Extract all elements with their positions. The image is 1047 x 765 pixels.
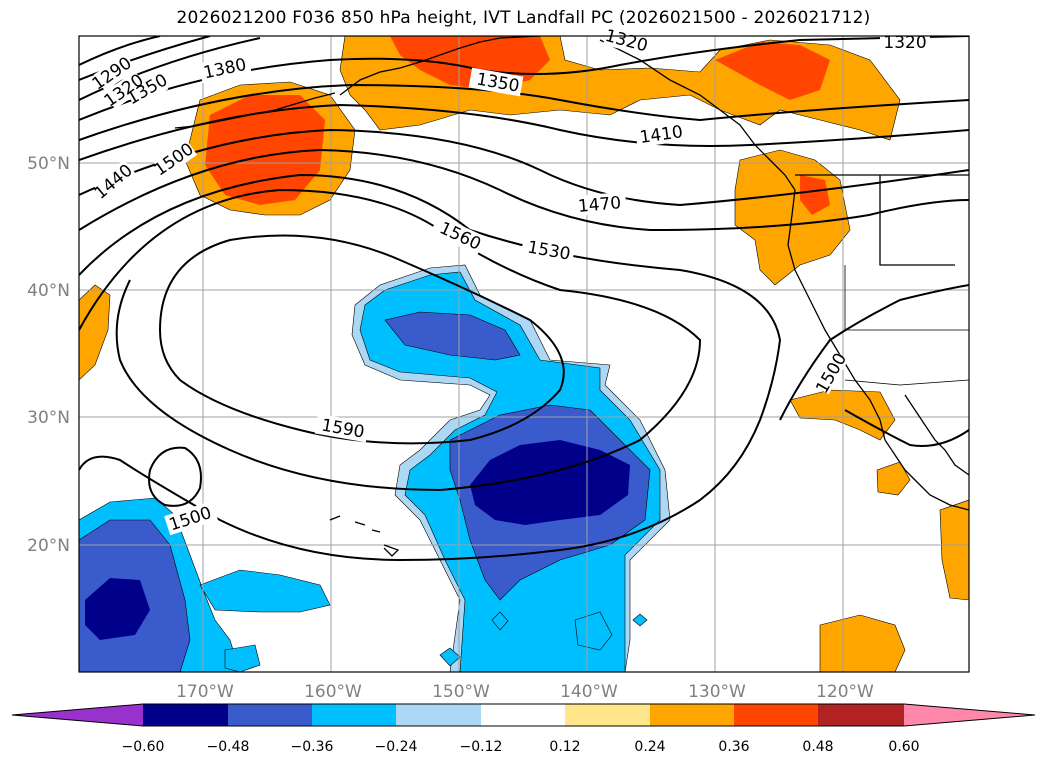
contour-1440 [79, 103, 969, 161]
contour-1470 [79, 128, 969, 207]
alaska-coast [339, 36, 541, 96]
longitude-labels: 170°W 160°W 150°W 140°W 130°W 120°W [176, 682, 874, 702]
colorbar-segment [565, 704, 650, 726]
lon-label: 170°W [176, 682, 234, 702]
graticule [79, 36, 969, 672]
colorbar-segment [228, 704, 312, 726]
shade-dot-2 [491, 611, 509, 631]
shade-southwest-patch2 [224, 644, 261, 672]
lon-label: 140°W [560, 682, 618, 702]
contour-1590 [159, 234, 565, 445]
shade-pnw-core [800, 175, 830, 215]
hawaii-islands [329, 515, 400, 557]
lat-label: 40°N [27, 281, 70, 301]
shade-hawaii-east [574, 611, 613, 651]
state-border-1 [879, 175, 955, 266]
colorbar-tick-labels: −0.60 −0.48 −0.36 −0.24 −0.12 0.12 0.24 … [122, 739, 920, 755]
lon-label: 150°W [432, 682, 490, 702]
negative-ivt-shading [79, 264, 671, 672]
colorbar-segment [143, 704, 228, 726]
contour-label-halos [93, 36, 930, 536]
lat-label: 30°N [27, 408, 70, 428]
colorbar-tick: −0.36 [291, 739, 334, 755]
lon-label: 160°W [304, 682, 362, 702]
shade-bc-core [715, 42, 830, 100]
shade-west-edge [79, 284, 111, 381]
contour-1500-north [79, 148, 969, 232]
lon-label: 130°W [688, 682, 746, 702]
colorbar-tick: −0.60 [122, 739, 165, 755]
colorbar-tick: −0.12 [460, 739, 503, 755]
contour-1560 [79, 188, 702, 492]
colorbar-segment [12, 704, 143, 726]
shade-dot-3 [632, 613, 648, 627]
contour-1530 [79, 173, 782, 562]
shade-mexico-small [876, 461, 911, 496]
map-panel [79, 36, 969, 672]
shade-southwest-patch [199, 569, 331, 613]
colorbar-segment [396, 704, 481, 726]
contour-label: 1470 [577, 193, 622, 217]
shade-central-pacific-dark [384, 311, 521, 361]
contour-1500-south [148, 446, 202, 507]
positive-ivt-shading [79, 36, 969, 672]
height-contours [79, 36, 969, 562]
contour-east-mexico [844, 409, 969, 447]
colorbar-segment [481, 704, 565, 726]
shade-southwest-core [85, 578, 150, 640]
colorbar-segment [734, 704, 818, 726]
shade-bering-core [205, 95, 325, 205]
shade-mexico-coast [939, 499, 969, 601]
contour-1350-west [79, 37, 261, 101]
colorbar-segments [11, 703, 1036, 727]
lon-label: 120°W [816, 682, 874, 702]
us-west-coast [787, 189, 886, 441]
contour-label: 1320 [883, 33, 926, 53]
colorbar-segment [312, 704, 396, 726]
lat-label: 20°N [27, 536, 70, 556]
gulf-of-california [904, 394, 969, 476]
lat-label: 50°N [27, 154, 70, 174]
colorbar-tick: 0.60 [888, 739, 919, 755]
map-title: 2026021200 F036 850 hPa height, IVT Land… [176, 8, 871, 28]
baja-coast [884, 439, 969, 511]
latitude-labels: 50°N 40°N 30°N 20°N [27, 154, 70, 556]
colorbar-tick: 0.12 [549, 739, 580, 755]
contour-1320-west [79, 36, 211, 81]
colorbar-segment [904, 704, 1035, 726]
contour-1290 [79, 36, 161, 66]
shade-dot-1 [439, 647, 461, 667]
colorbar-outline [11, 703, 1036, 727]
map-frame [78, 35, 970, 673]
colorbar-segment [818, 704, 904, 726]
colorbar-tick: −0.24 [375, 739, 418, 755]
shade-southeast [819, 614, 906, 672]
contour-1500-east [779, 284, 969, 421]
contour-1410 [79, 83, 969, 141]
colorbar-tick: 0.36 [718, 739, 749, 755]
colorbar-segment [650, 704, 734, 726]
colorbar-tick: 0.24 [634, 739, 665, 755]
us-mexico-border [844, 379, 969, 386]
colorbar: −0.60 −0.48 −0.36 −0.24 −0.12 0.12 0.24 … [11, 703, 1036, 755]
colorbar-tick: 0.48 [802, 739, 833, 755]
colorbar-tick: −0.48 [207, 739, 250, 755]
